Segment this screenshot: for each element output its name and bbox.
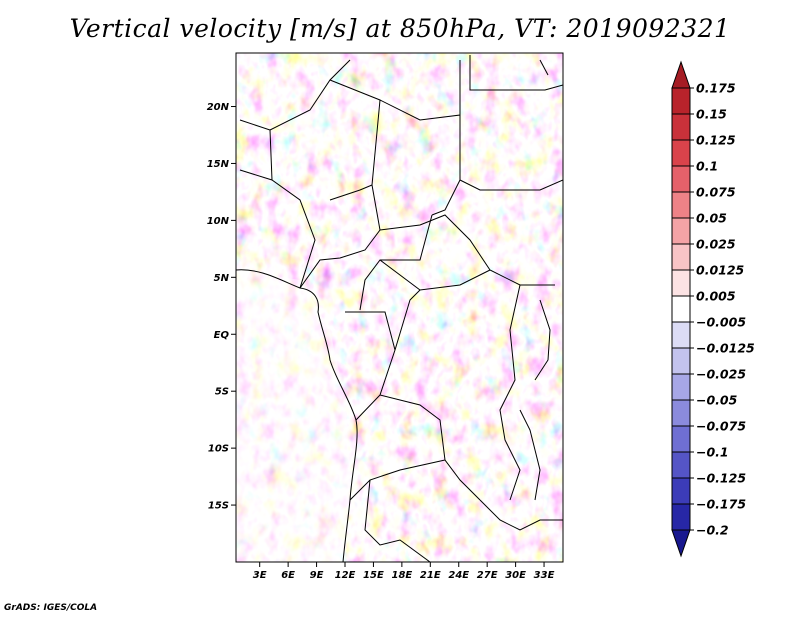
colorbar-swatch	[671, 321, 691, 349]
lon-tick-label: 33E	[534, 570, 555, 581]
colorbar-swatch	[671, 243, 691, 271]
lat-tick-label: 15S	[208, 501, 229, 512]
colorbar-swatch	[671, 451, 691, 479]
colorbar-label: −0.2	[696, 523, 729, 538]
colorbar-label: −0.1	[696, 445, 729, 460]
lat-tick-label: 10S	[208, 444, 229, 455]
colorbar-label: −0.175	[696, 497, 746, 512]
footer-credit: GrADS: IGES/COLA	[4, 603, 98, 613]
colorbar: 0.175 0.15 0.125 0.1 0.075 0.05 0.025 0.0125 0.0…	[671, 60, 755, 558]
colorbar-swatch	[671, 425, 691, 453]
lat-tick-label: 10N	[207, 216, 230, 227]
lon-tick-label: 21E	[420, 570, 441, 581]
lon-tick-label: 24E	[448, 570, 469, 581]
lat-tick-label: EQ	[214, 330, 230, 341]
lon-tick-label: 30E	[505, 570, 526, 581]
colorbar-label: −0.005	[696, 315, 746, 330]
lon-tick-label: 9E	[310, 570, 324, 581]
lon-tick-label: 3E	[253, 570, 267, 581]
lat-tick-label: 5S	[215, 387, 229, 398]
colorbar-swatch	[671, 165, 691, 193]
colorbar-label: 0.1	[696, 159, 718, 174]
colorbar-label: 0.025	[696, 237, 736, 252]
colorbar-label: 0.005	[696, 289, 736, 304]
colorbar-swatch	[671, 529, 691, 558]
colorbar-swatch	[671, 295, 691, 323]
colorbar-label: 0.175	[696, 81, 736, 96]
colorbar-swatch	[671, 60, 691, 89]
lon-tick-label: 6E	[281, 570, 295, 581]
colorbar-label: 0.15	[696, 107, 727, 122]
colorbar-label: −0.0125	[696, 341, 755, 356]
lon-tick-label: 27E	[477, 570, 498, 581]
colorbar-label: −0.125	[696, 471, 746, 486]
colorbar-swatch	[671, 139, 691, 167]
longitude-axis: 3E 6E 9E 12E 15E 18E 21E 24E 27E 30E 33E	[253, 562, 555, 581]
colorbar-label: 0.075	[696, 185, 736, 200]
map-field	[236, 53, 563, 562]
lon-tick-label: 12E	[335, 570, 356, 581]
lon-tick-label: 15E	[363, 570, 384, 581]
colorbar-label: 0.0125	[696, 263, 745, 278]
lat-tick-label: 20N	[207, 102, 230, 113]
colorbar-swatch	[671, 113, 691, 141]
country-borders	[236, 55, 563, 562]
colorbar-swatch	[671, 87, 691, 115]
map-frame	[235, 52, 564, 563]
lat-tick-label: 5N	[214, 273, 230, 284]
lon-tick-label: 18E	[391, 570, 412, 581]
colorbar-swatch	[671, 373, 691, 401]
latitude-axis: 20N 15N 10N 5N EQ 5S 10S 15S	[207, 102, 236, 512]
colorbar-label: −0.05	[696, 393, 738, 408]
lat-tick-label: 15N	[207, 159, 230, 170]
colorbar-label: 0.05	[696, 211, 727, 226]
colorbar-swatch	[671, 399, 691, 427]
colorbar-swatch	[671, 503, 691, 531]
colorbar-label: −0.025	[696, 367, 746, 382]
colorbar-swatch	[671, 191, 691, 219]
colorbar-swatch	[671, 217, 691, 245]
map-title: Vertical velocity [m/s] at 850hPa, VT: 2…	[69, 14, 731, 43]
colorbar-label: 0.125	[696, 133, 736, 148]
colorbar-swatch	[671, 477, 691, 505]
colorbar-swatch	[671, 347, 691, 375]
colorbar-swatch	[671, 269, 691, 297]
colorbar-label: −0.075	[696, 419, 746, 434]
